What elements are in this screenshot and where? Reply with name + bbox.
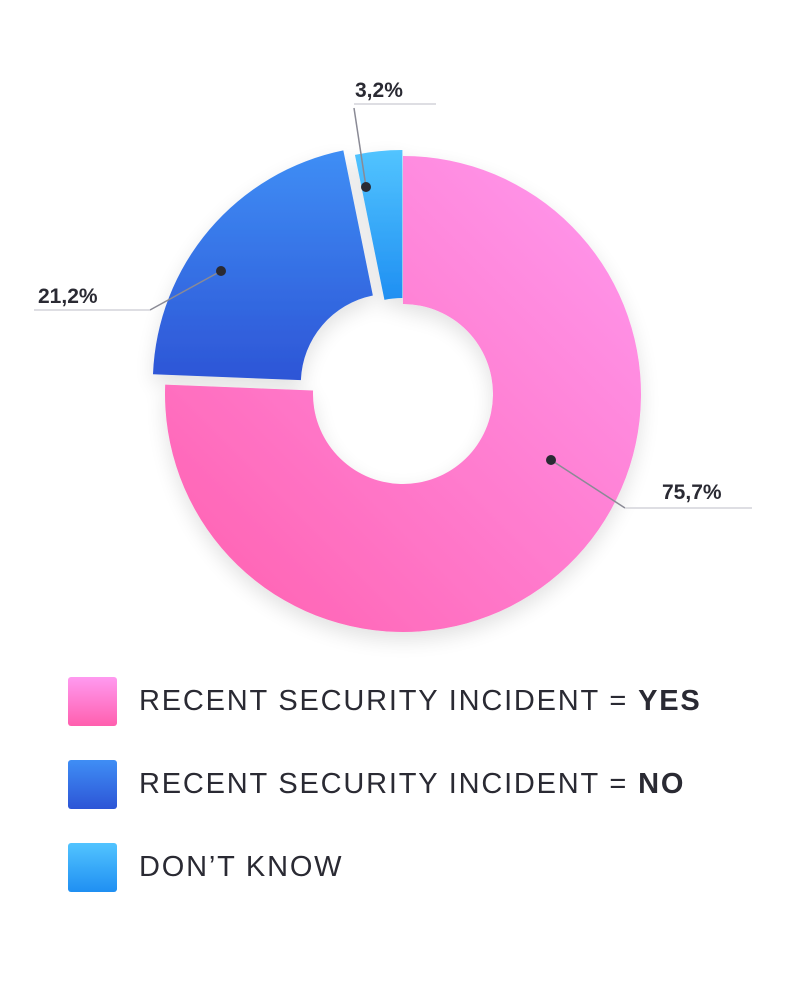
legend-label-yes: RECENT SECURITY INCIDENT = YES xyxy=(139,685,702,718)
label-no: 21,2% xyxy=(38,285,98,308)
legend-item-yes: RECENT SECURITY INCIDENT = YES xyxy=(68,676,768,726)
legend-text-dont-know: DON’T KNOW xyxy=(139,850,344,883)
legend-item-dont-know: DON’T KNOW xyxy=(68,842,768,892)
leader-line-yes xyxy=(550,459,626,509)
legend-strong-yes: YES xyxy=(638,684,702,717)
legend-text-yes: RECENT SECURITY INCIDENT = xyxy=(139,684,629,717)
legend-swatch-no xyxy=(68,759,117,809)
legend-item-no: RECENT SECURITY INCIDENT = NO xyxy=(68,759,768,809)
legend-strong-no: NO xyxy=(638,767,686,800)
legend-label-dont-know: DON’T KNOW xyxy=(139,851,343,884)
label-yes: 75,7% xyxy=(662,481,722,504)
slice-no xyxy=(152,150,373,381)
leader-dot-no xyxy=(216,266,226,276)
donut-chart: 75,7% 21,2% 3,2% xyxy=(34,79,752,633)
legend-swatch-yes xyxy=(68,676,117,726)
legend-swatch-dont-know xyxy=(68,842,117,892)
leader-line-dont-know xyxy=(353,107,367,188)
slice-yes xyxy=(165,156,641,633)
legend-label-no: RECENT SECURITY INCIDENT = NO xyxy=(139,768,685,801)
legend-text-no: RECENT SECURITY INCIDENT = xyxy=(139,767,629,800)
leader-dot-dont-know xyxy=(361,182,371,192)
leader-dot-yes xyxy=(546,455,556,465)
label-dont-know: 3,2% xyxy=(355,79,403,102)
leader-line-no xyxy=(149,270,222,311)
